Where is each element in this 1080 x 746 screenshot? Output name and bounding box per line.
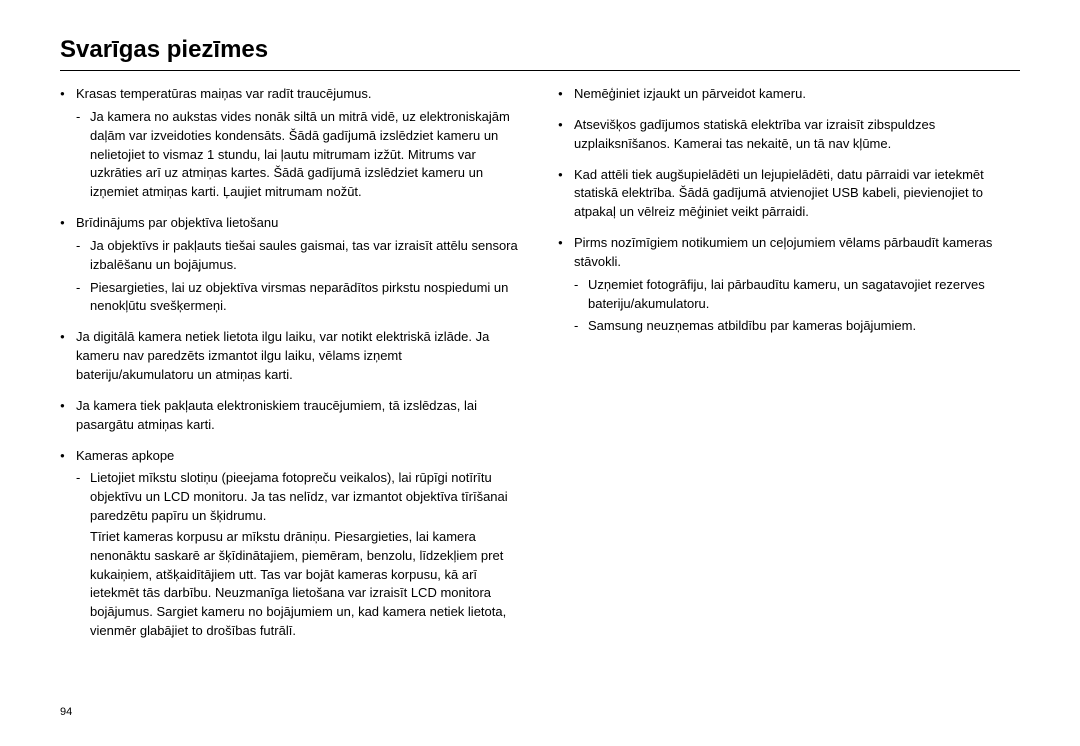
sub-list-item: Uzņemiet fotogrāfiju, lai pārbaudītu kam… bbox=[574, 276, 1020, 314]
bullet-text: Brīdinājums par objektīva lietošanu bbox=[76, 215, 278, 230]
sub-list-item: Samsung neuzņemas atbildību par kameras … bbox=[574, 317, 1020, 336]
list-item: Pirms nozīmīgiem notikumiem un ceļojumie… bbox=[558, 234, 1020, 336]
left-column: Krasas temperatūras maiņas var radīt tra… bbox=[60, 85, 522, 653]
sub-list-item: Lietojiet mīkstu slotiņu (pieejama fotop… bbox=[76, 469, 522, 641]
page-title: Svarīgas piezīmes bbox=[60, 36, 1020, 64]
bullet-text: Ja digitālā kamera netiek lietota ilgu l… bbox=[76, 329, 489, 382]
sub-list-item: Piesargieties, lai uz objektīva virsmas … bbox=[76, 279, 522, 317]
bullet-text: Ja kamera tiek pakļauta elektroniskiem t… bbox=[76, 398, 477, 432]
list-item: Krasas temperatūras maiņas var radīt tra… bbox=[60, 85, 522, 202]
title-rule bbox=[60, 70, 1020, 71]
list-item: Nemēģiniet izjaukt un pārveidot kameru. bbox=[558, 85, 1020, 104]
bullet-text: Atsevišķos gadījumos statiskā elektrība … bbox=[574, 117, 935, 151]
two-column-layout: Krasas temperatūras maiņas var radīt tra… bbox=[60, 85, 1020, 653]
list-item: Kad attēli tiek augšupielādēti un lejupi… bbox=[558, 166, 1020, 223]
list-item: Atsevišķos gadījumos statiskā elektrība … bbox=[558, 116, 1020, 154]
list-item: Kameras apkope Lietojiet mīkstu slotiņu … bbox=[60, 447, 522, 641]
manual-page: Svarīgas piezīmes Krasas temperatūras ma… bbox=[0, 0, 1080, 746]
bullet-text: Krasas temperatūras maiņas var radīt tra… bbox=[76, 86, 372, 101]
sub-list-item: Ja kamera no aukstas vides nonāk siltā u… bbox=[76, 108, 522, 202]
bullet-text: Kad attēli tiek augšupielādēti un lejupi… bbox=[574, 167, 984, 220]
sub-list-item: Ja objektīvs ir pakļauts tiešai saules g… bbox=[76, 237, 522, 275]
bullet-text: Kameras apkope bbox=[76, 448, 174, 463]
list-item: Ja digitālā kamera netiek lietota ilgu l… bbox=[60, 328, 522, 385]
continuation-text: Tīriet kameras korpusu ar mīkstu drāniņu… bbox=[90, 528, 522, 641]
bullet-text: Nemēģiniet izjaukt un pārveidot kameru. bbox=[574, 86, 806, 101]
list-item: Ja kamera tiek pakļauta elektroniskiem t… bbox=[60, 397, 522, 435]
page-number: 94 bbox=[60, 706, 72, 718]
bullet-text: Pirms nozīmīgiem notikumiem un ceļojumie… bbox=[574, 235, 992, 269]
list-item: Brīdinājums par objektīva lietošanu Ja o… bbox=[60, 214, 522, 316]
right-column: Nemēģiniet izjaukt un pārveidot kameru. … bbox=[558, 85, 1020, 653]
sub-item-text: Lietojiet mīkstu slotiņu (pieejama fotop… bbox=[90, 470, 508, 523]
